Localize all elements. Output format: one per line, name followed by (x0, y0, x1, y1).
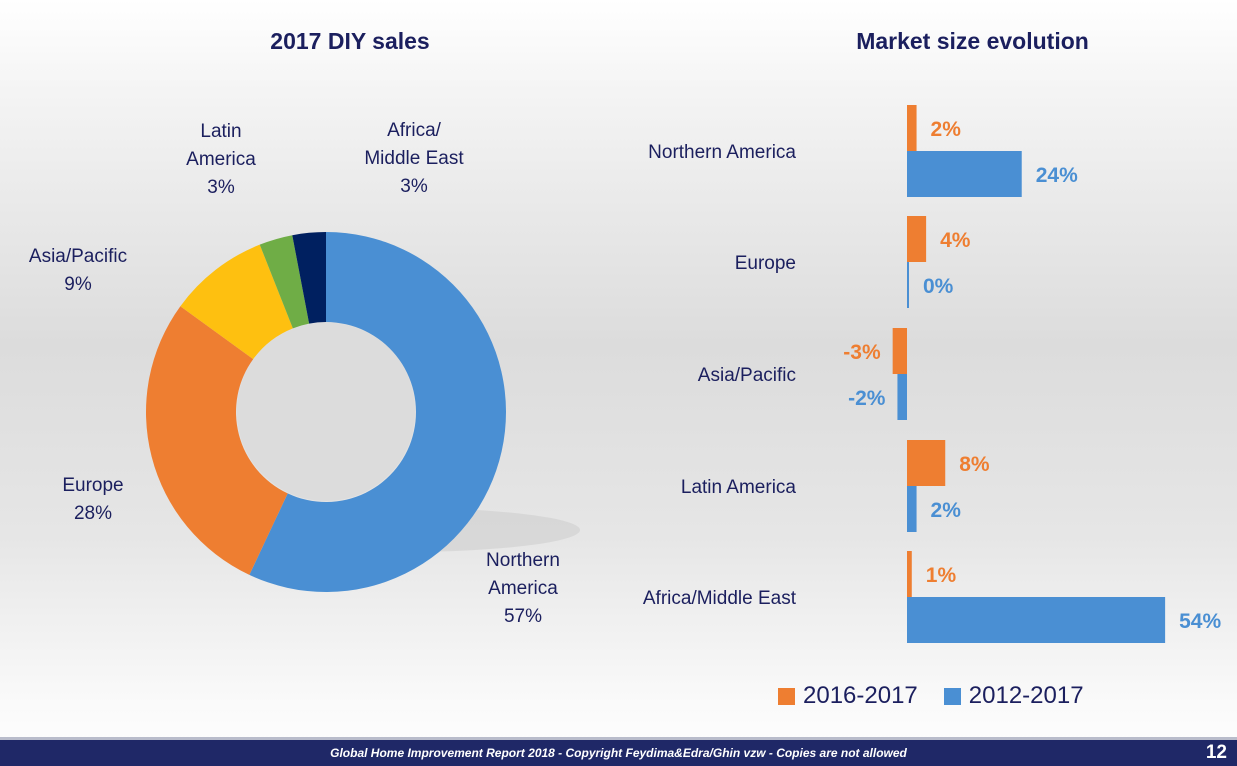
bar-chart-title: Market size evolution (856, 28, 1089, 54)
legend-swatch-blue (943, 687, 961, 705)
bar-value-label: 1% (926, 564, 957, 587)
pie-label: Africa/Middle East 3% (364, 120, 464, 197)
pie-slice-asia-pacific (180, 244, 293, 360)
footer-bar: Global Home Improvement Report 2018 - Co… (0, 737, 1237, 766)
bar-2016-2017 (907, 551, 912, 597)
bar-value-label: 0% (923, 275, 954, 298)
bar-value-label: 2% (931, 499, 962, 522)
bar-category-label: Latin America (681, 477, 797, 498)
page-number: 12 (1205, 742, 1227, 763)
bar-2012-2017 (907, 151, 1022, 197)
bar-category-label: Africa/Middle East (643, 588, 797, 609)
bar-category-label: Europe (735, 253, 796, 274)
pie-label: Northern America 57% (486, 550, 560, 627)
pie-slice-africa-middle-east (292, 232, 326, 324)
pie-label: Latin America 3% (186, 121, 256, 198)
charts-canvas: Northern America 57% Europe 28% Asia/Pacific 9… (29, 105, 1221, 643)
legend-label: 2012-2017 (968, 682, 1084, 709)
bar-2016-2017 (907, 105, 917, 151)
pie-chart-title: 2017 DIY sales (270, 28, 430, 54)
donut-hole (237, 323, 415, 501)
bar-value-label: 2% (931, 118, 962, 141)
bar-value-label: 54% (1179, 610, 1221, 633)
pie-slice-europe (145, 306, 288, 575)
legend-swatch-orange (778, 687, 795, 705)
pie-slice-latin-america (259, 235, 310, 329)
bar-value-label: -2% (848, 387, 886, 410)
pie-label: Europe 28% (62, 475, 123, 524)
bar-value-label: 24% (1036, 164, 1078, 187)
bar-2016-2017 (907, 216, 927, 262)
bar-2012-2017 (907, 262, 909, 308)
bar-2016-2017 (907, 440, 946, 486)
legend-item-2012-2017: 2012-2017 (943, 682, 1084, 710)
bar-category-label: Northern America (648, 142, 796, 163)
bar-value-label: 8% (959, 453, 990, 476)
bar-2016-2017 (892, 328, 907, 374)
pie-slice-northern-america (249, 232, 506, 592)
footer-copyright: Global Home Improvement Report 2018 - Co… (330, 746, 907, 760)
bar-legend: 2016-2017 2012-2017 (778, 682, 1084, 710)
bar-value-label: 4% (940, 229, 971, 252)
pie-label: Asia/Pacific 9% (29, 246, 127, 295)
bar-2012-2017 (907, 597, 1166, 643)
bar-value-label: -3% (843, 341, 881, 364)
legend-item-2016-2017: 2016-2017 (778, 682, 918, 710)
legend-label: 2016-2017 (803, 682, 918, 709)
bar-2012-2017 (907, 486, 917, 532)
bar-2012-2017 (897, 374, 907, 420)
bar-category-label: Asia/Pacific (698, 365, 796, 386)
